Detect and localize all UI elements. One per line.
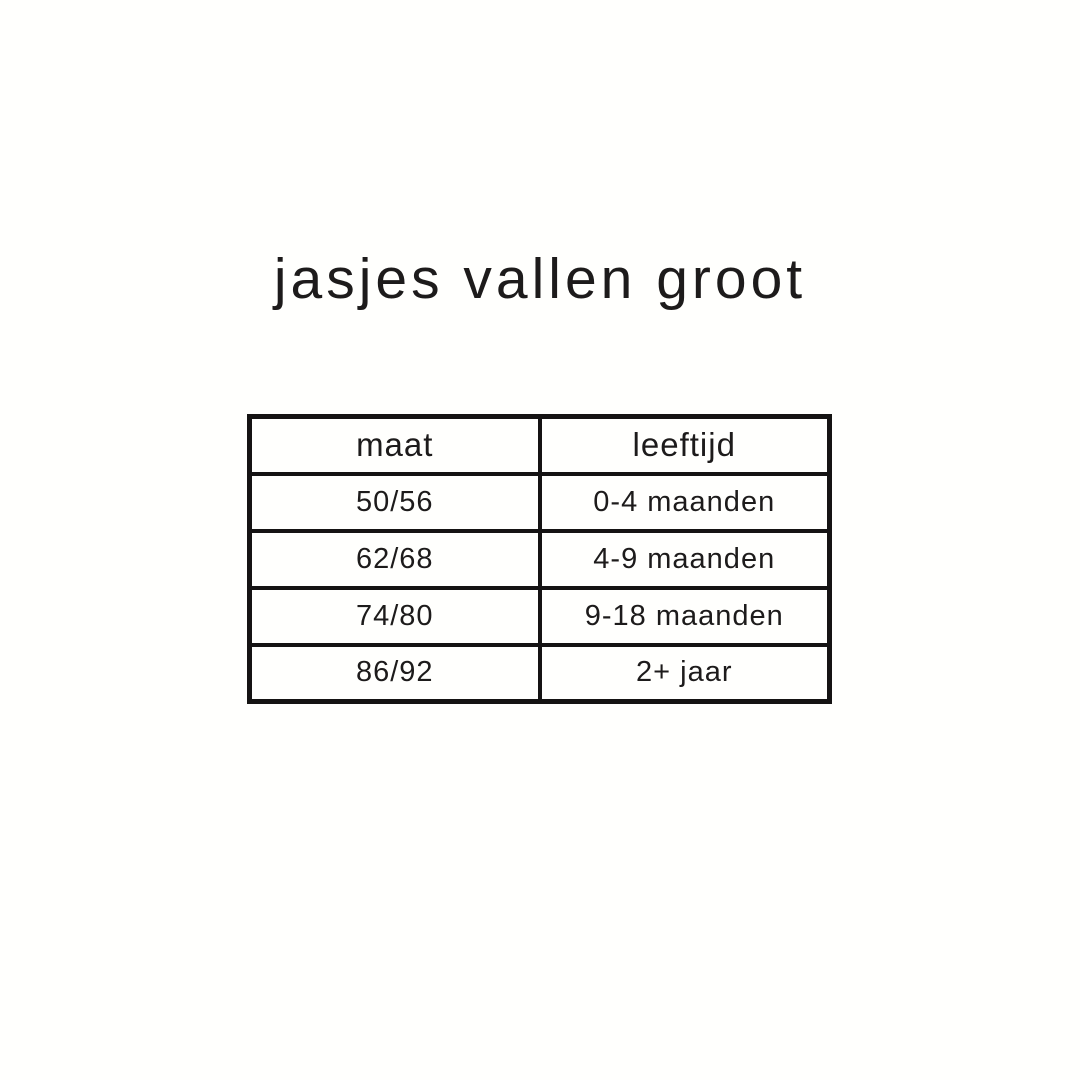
table-row: 86/92 2+ jaar xyxy=(247,642,832,704)
table-row: 62/68 4-9 maanden xyxy=(247,528,832,590)
size-table: maat leeftijd 50/56 0-4 maanden 62/68 4-… xyxy=(247,414,832,704)
table-header-leeftijd: leeftijd xyxy=(537,414,832,476)
size-cell: 62/68 xyxy=(247,528,542,590)
age-cell: 9-18 maanden xyxy=(537,585,832,647)
table-row: 50/56 0-4 maanden xyxy=(247,471,832,533)
table-header-row: maat leeftijd xyxy=(247,414,832,476)
age-cell: 4-9 maanden xyxy=(537,528,832,590)
page-title: jasjes vallen groot xyxy=(273,247,807,311)
size-cell: 86/92 xyxy=(247,642,542,704)
table-row: 74/80 9-18 maanden xyxy=(247,585,832,647)
size-cell: 50/56 xyxy=(247,471,542,533)
age-cell: 2+ jaar xyxy=(537,642,832,704)
age-cell: 0-4 maanden xyxy=(537,471,832,533)
size-cell: 74/80 xyxy=(247,585,542,647)
table-header-maat: maat xyxy=(247,414,542,476)
